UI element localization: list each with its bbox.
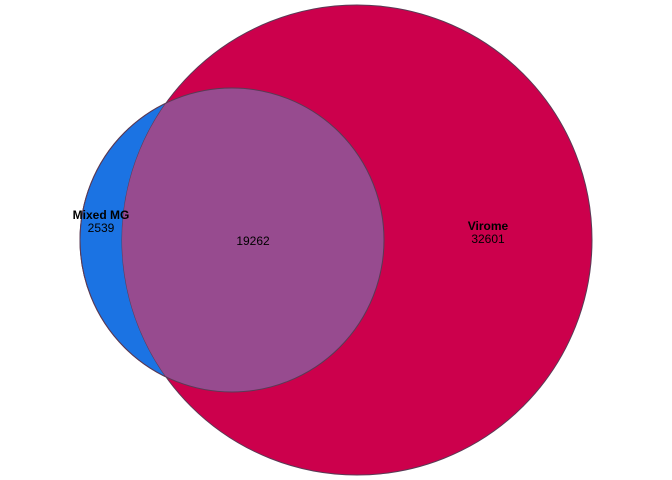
overlap-region xyxy=(122,88,384,392)
mixed-mg-label: Mixed MG xyxy=(73,208,130,222)
virome-label: Virome xyxy=(468,219,509,233)
mixed-mg-only-count: 2539 xyxy=(88,221,115,235)
virome-only-count: 32601 xyxy=(471,232,505,246)
overlap-count: 19262 xyxy=(236,234,270,248)
mixed-mg-outline xyxy=(79,87,385,393)
